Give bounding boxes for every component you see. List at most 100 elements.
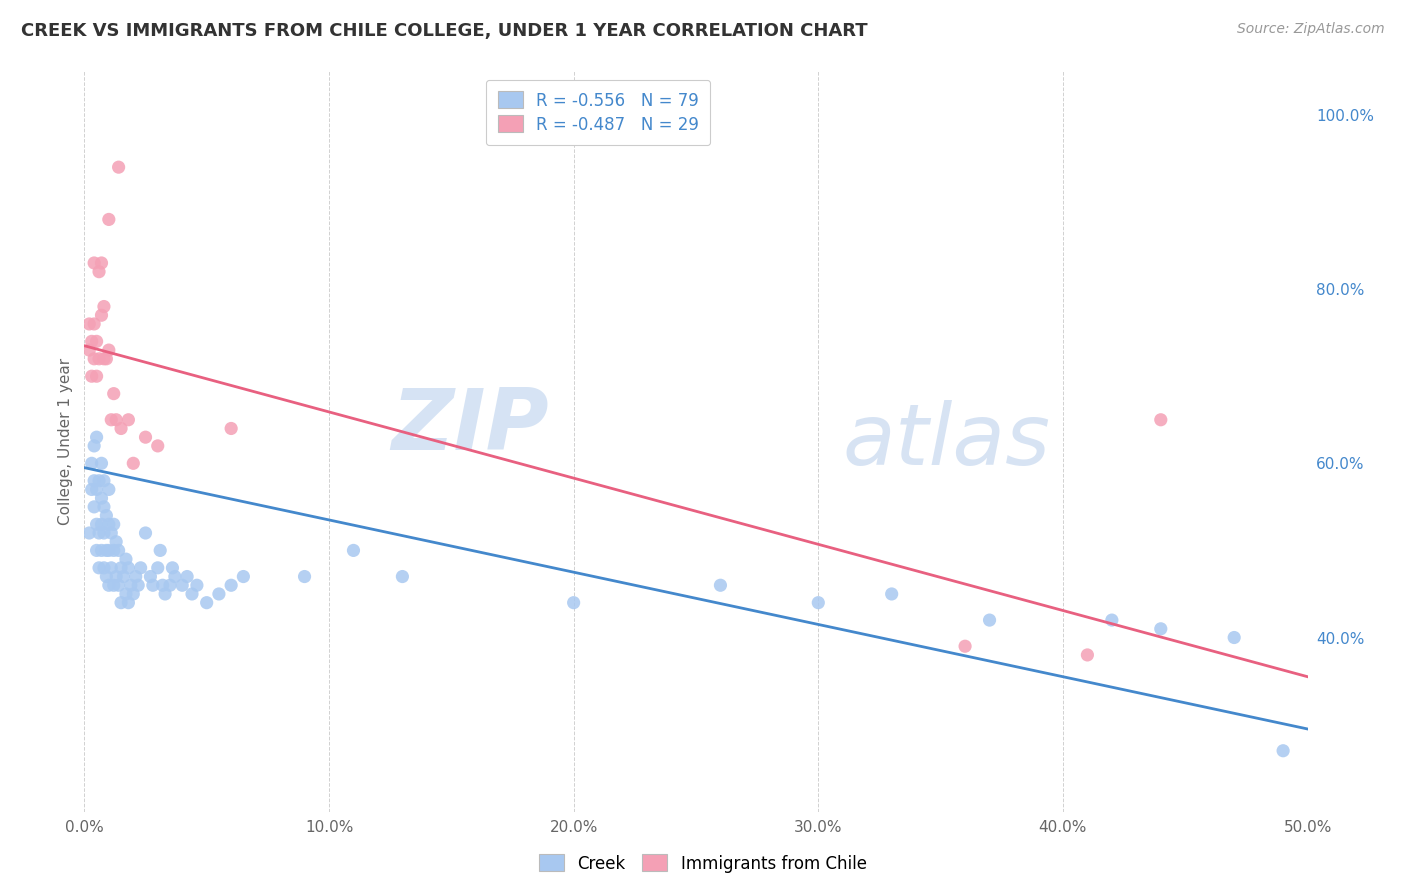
Point [139, 569, 162, 583]
Point [142, 578, 165, 592]
Point [80, 483, 103, 497]
Point [562, 596, 585, 610]
Point [176, 569, 198, 583]
Point [219, 421, 242, 435]
Point [146, 561, 169, 575]
Point [93, 300, 115, 314]
Point [96, 508, 118, 523]
Point [96, 351, 118, 366]
Point [97, 517, 120, 532]
Point [93, 474, 115, 488]
Point [103, 578, 125, 592]
Point [103, 517, 125, 532]
Point [807, 596, 830, 610]
Point [93, 351, 115, 366]
Point [135, 526, 157, 541]
Point [232, 569, 254, 583]
Point [86, 483, 108, 497]
Point [163, 569, 186, 583]
Point [107, 160, 129, 174]
Point [135, 430, 157, 444]
Point [100, 413, 122, 427]
Point [172, 578, 194, 592]
Point [77, 526, 100, 541]
Point [100, 526, 122, 541]
Point [86, 369, 108, 384]
Point [86, 430, 108, 444]
Point [86, 517, 108, 532]
Point [80, 334, 103, 349]
Point [149, 543, 172, 558]
Point [86, 543, 108, 558]
Point [93, 561, 115, 575]
Point [105, 569, 128, 583]
Point [97, 483, 120, 497]
Point [127, 578, 149, 592]
Point [107, 543, 129, 558]
Point [1076, 648, 1098, 662]
Point [93, 526, 115, 541]
Point [117, 561, 139, 575]
Point [87, 474, 110, 488]
Point [77, 317, 100, 331]
Point [880, 587, 903, 601]
Point [112, 569, 135, 583]
Point [342, 543, 364, 558]
Legend: Creek, Immigrants from Chile: Creek, Immigrants from Chile [533, 847, 873, 880]
Point [1272, 744, 1295, 758]
Point [105, 413, 128, 427]
Point [87, 526, 110, 541]
Point [1150, 413, 1173, 427]
Point [120, 578, 142, 592]
Point [90, 256, 112, 270]
Y-axis label: College, Under 1 year: College, Under 1 year [58, 358, 73, 525]
Point [208, 587, 231, 601]
Point [105, 534, 128, 549]
Point [979, 613, 1001, 627]
Text: atlas: atlas [842, 400, 1050, 483]
Point [110, 421, 132, 435]
Point [195, 596, 218, 610]
Point [87, 265, 110, 279]
Point [97, 343, 120, 357]
Point [115, 587, 138, 601]
Point [117, 596, 139, 610]
Point [93, 500, 115, 514]
Point [115, 552, 138, 566]
Legend: R = -0.556   N = 79, R = -0.487   N = 29: R = -0.556 N = 79, R = -0.487 N = 29 [486, 79, 710, 145]
Point [87, 561, 110, 575]
Point [83, 500, 105, 514]
Point [97, 543, 120, 558]
Point [103, 386, 125, 401]
Point [129, 561, 152, 575]
Text: CREEK VS IMMIGRANTS FROM CHILE COLLEGE, UNDER 1 YEAR CORRELATION CHART: CREEK VS IMMIGRANTS FROM CHILE COLLEGE, … [21, 22, 868, 40]
Point [80, 369, 103, 384]
Point [219, 578, 242, 592]
Point [90, 491, 112, 505]
Point [107, 578, 129, 592]
Point [186, 578, 208, 592]
Point [110, 596, 132, 610]
Point [90, 308, 112, 322]
Point [90, 543, 112, 558]
Point [103, 543, 125, 558]
Point [152, 578, 174, 592]
Point [122, 587, 145, 601]
Point [77, 343, 100, 357]
Point [162, 561, 184, 575]
Point [83, 351, 105, 366]
Point [83, 256, 105, 270]
Point [97, 578, 120, 592]
Point [181, 587, 204, 601]
Point [100, 561, 122, 575]
Point [90, 456, 112, 470]
Point [1150, 622, 1173, 636]
Point [80, 456, 103, 470]
Point [83, 317, 105, 331]
Text: ZIP: ZIP [391, 385, 550, 468]
Point [83, 439, 105, 453]
Point [1101, 613, 1123, 627]
Text: Source: ZipAtlas.com: Source: ZipAtlas.com [1237, 22, 1385, 37]
Point [83, 474, 105, 488]
Point [117, 413, 139, 427]
